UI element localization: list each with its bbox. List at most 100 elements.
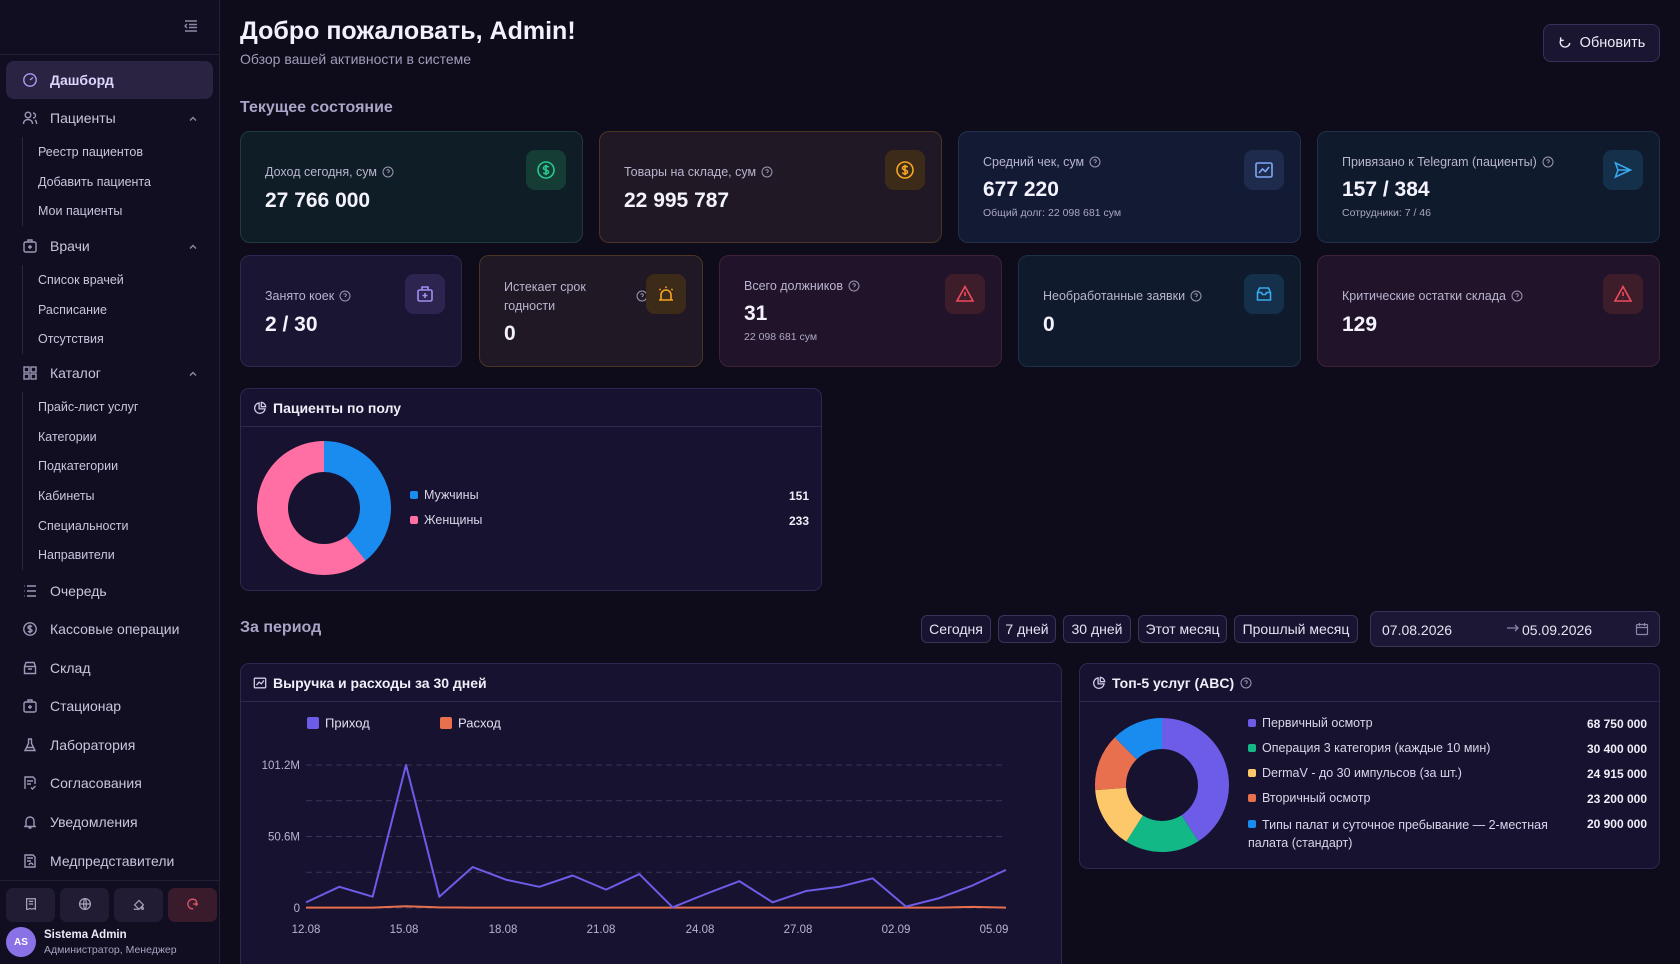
revenue-chart-title: Выручка и расходы за 30 дней xyxy=(273,674,487,691)
alarm-icon xyxy=(646,274,686,314)
report-button[interactable] xyxy=(6,888,55,922)
dollar-icon xyxy=(526,150,566,190)
service-value: 30 400 000 xyxy=(1586,742,1647,756)
help-icon[interactable] xyxy=(339,290,351,302)
legend-female: Женщины xyxy=(410,513,482,527)
submenu-item[interactable]: Отсутствия xyxy=(38,332,104,347)
inbox-icon xyxy=(1244,274,1284,314)
user-profile[interactable]: AS Sistema Admin Администратор, Менеджер xyxy=(6,927,177,957)
submenu-item[interactable]: Прайс-лист услуг xyxy=(38,399,139,414)
service-slice-3 xyxy=(1095,737,1137,791)
revenue-chart-panel: Выручка и расходы за 30 дней 0 50.6M 101.2… xyxy=(240,663,1062,964)
sidebar-item-notifications[interactable]: Уведомления xyxy=(6,803,213,841)
receipt-icon xyxy=(24,897,38,914)
calendar-icon[interactable] xyxy=(1635,622,1649,639)
grid-icon xyxy=(22,365,38,381)
help-icon[interactable] xyxy=(1542,156,1554,168)
period-30days-button[interactable]: 30 дней xyxy=(1063,615,1131,643)
patients-submenu: Реестр пациентов Добавить пациента Мои п… xyxy=(22,137,212,227)
stat-value: 0 xyxy=(504,322,516,345)
chevron-up-icon xyxy=(187,240,199,252)
help-icon[interactable] xyxy=(1240,677,1252,689)
service-slice-1 xyxy=(1126,815,1199,852)
gender-panel: Пациенты по полу Мужчины 151 Женщины 233 xyxy=(240,388,822,591)
sidebar-item-doctors[interactable]: Врачи xyxy=(6,227,213,265)
document-check-icon xyxy=(22,775,38,791)
theme-button[interactable] xyxy=(114,888,163,922)
submenu-item[interactable]: Список врачей xyxy=(38,272,124,287)
submenu-item[interactable]: Мои пациенты xyxy=(38,204,123,219)
help-icon[interactable] xyxy=(1511,290,1523,302)
flask-icon xyxy=(22,737,38,753)
help-icon[interactable] xyxy=(761,166,773,178)
stat-card-telegram: Привязано к Telegram (пациенты) 157 / 38… xyxy=(1317,131,1660,243)
pie-chart-icon xyxy=(253,401,267,415)
user-role: Администратор, Менеджер xyxy=(44,943,177,956)
help-icon[interactable] xyxy=(1089,156,1101,168)
submenu-item[interactable]: Расписание xyxy=(38,302,107,317)
language-button[interactable] xyxy=(60,888,109,922)
submenu-item[interactable]: Специальности xyxy=(38,518,129,533)
period-last-month-button[interactable]: Прошлый месяц xyxy=(1234,615,1358,643)
period-7days-button[interactable]: 7 дней xyxy=(998,615,1056,643)
legend-label: Приход xyxy=(325,716,370,731)
refresh-button[interactable]: Обновить xyxy=(1543,24,1660,62)
service-slice-0 xyxy=(1162,718,1229,842)
stat-card-average-check: Средний чек, сум 677 220 Общий долг: 22 … xyxy=(958,131,1301,243)
stat-note: Сотрудники: 7 / 46 xyxy=(1342,207,1431,219)
submenu-item[interactable]: Подкатегории xyxy=(38,459,119,474)
service-value: 24 915 000 xyxy=(1586,767,1647,781)
logout-button[interactable] xyxy=(168,888,217,922)
sidebar-item-approvals[interactable]: Согласования xyxy=(6,764,213,802)
service-item: Вторичный осмотр xyxy=(1248,791,1370,805)
sidebar-item-dashboard[interactable]: Дашборд xyxy=(6,61,213,99)
help-icon[interactable] xyxy=(1190,290,1202,302)
stat-card-beds: Занято коек 2 / 30 xyxy=(240,255,462,367)
sidebar-item-catalog[interactable]: Каталог xyxy=(6,354,213,392)
sidebar: Дашборд Пациенты Реестр пациентов Добави… xyxy=(0,0,220,964)
series-line xyxy=(306,905,1007,909)
gender-slice-0 xyxy=(324,441,391,561)
submenu-item[interactable]: Категории xyxy=(38,429,97,444)
x-tick-label: 18.08 xyxy=(489,924,518,936)
date-from[interactable]: 07.08.2026 xyxy=(1382,622,1453,638)
service-slice-4 xyxy=(1114,718,1162,760)
gauge-icon xyxy=(22,72,38,88)
sidebar-item-medreps[interactable]: Медпредставители xyxy=(6,842,213,880)
page-subtitle: Обзор вашей активности в системе xyxy=(240,51,472,67)
submenu-item[interactable]: Добавить пациента xyxy=(38,174,151,189)
quick-actions xyxy=(6,888,217,922)
submenu-item[interactable]: Направители xyxy=(38,548,115,563)
legend-swatch xyxy=(307,717,319,729)
stat-card-debtors: Всего должников 31 22 098 681 сум xyxy=(719,255,1002,367)
sidebar-item-lab[interactable]: Лаборатория xyxy=(6,726,213,764)
service-item: DermaV - до 30 импульсов (за шт.) xyxy=(1248,766,1462,780)
hospital-icon xyxy=(22,698,38,714)
period-this-month-button[interactable]: Этот месяц xyxy=(1138,615,1227,643)
collapse-sidebar-icon[interactable] xyxy=(183,18,199,34)
sidebar-item-cash[interactable]: Кассовые операции xyxy=(6,610,213,648)
warning-icon xyxy=(945,274,985,314)
date-to[interactable]: 05.09.2026 xyxy=(1522,622,1593,638)
logout-icon xyxy=(186,897,200,914)
service-slice-2 xyxy=(1095,787,1143,842)
sidebar-item-hospital[interactable]: Стационар xyxy=(6,687,213,725)
stat-value: 31 xyxy=(744,302,768,325)
stat-note: Общий долг: 22 098 681 сум xyxy=(983,207,1122,219)
user-name: Sistema Admin xyxy=(44,928,127,941)
date-range-picker[interactable]: 07.08.2026 05.09.2026 xyxy=(1370,611,1660,647)
arrow-right-icon xyxy=(1506,621,1520,638)
help-icon[interactable] xyxy=(382,166,394,178)
period-today-button[interactable]: Сегодня xyxy=(921,615,991,643)
submenu-item[interactable]: Реестр пациентов xyxy=(38,144,143,159)
stat-value: 129 xyxy=(1342,313,1378,336)
stat-value: 677 220 xyxy=(983,178,1059,201)
submenu-item[interactable]: Кабинеты xyxy=(38,488,95,503)
stat-card-critical-stock: Критические остатки склада 129 xyxy=(1317,255,1660,367)
sidebar-item-patients[interactable]: Пациенты xyxy=(6,99,213,137)
sidebar-item-warehouse[interactable]: Склад xyxy=(6,649,213,687)
list-icon xyxy=(22,583,38,599)
sidebar-item-queue[interactable]: Очередь xyxy=(6,572,213,610)
catalog-submenu: Прайс-лист услуг Категории Подкатегории … xyxy=(22,392,212,571)
help-icon[interactable] xyxy=(848,280,860,292)
